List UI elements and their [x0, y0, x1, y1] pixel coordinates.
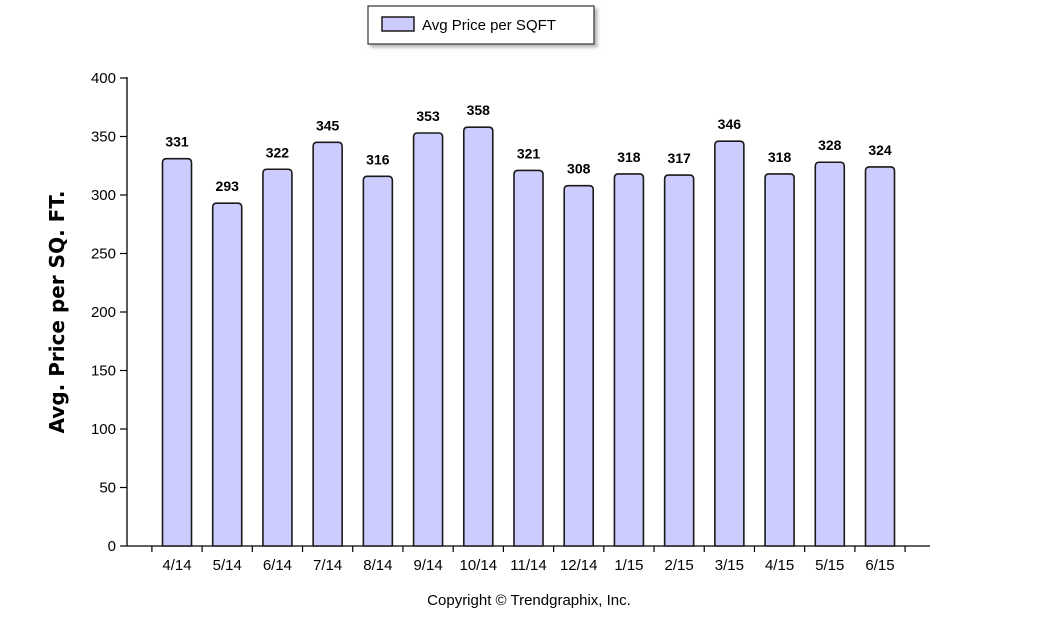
data-label: 293 [216, 178, 240, 194]
y-tick-label: 150 [91, 363, 116, 380]
data-labels: 331 293 322 345 316 353 358 321 308 318 317 346 318 3… [165, 102, 892, 194]
bar [663, 174, 695, 547]
bar [764, 173, 795, 547]
x-ticks: 4/14 5/14 6/14 7/14 8/14 9/14 10/14 11/14 12/14 1… [151, 546, 906, 574]
data-label: 328 [818, 137, 842, 153]
data-label: 318 [768, 149, 792, 165]
y-tick-label: 100 [91, 421, 116, 438]
bar [462, 126, 494, 547]
data-label: 358 [467, 102, 491, 118]
y-ticks: 0 50 100 150 200 250 300 350 400 [91, 70, 127, 555]
y-tick-label: 200 [91, 304, 116, 321]
bar [211, 202, 243, 547]
y-axis-label: Avg. Price per SQ. FT. [45, 191, 69, 434]
y-tick-label: 400 [91, 70, 116, 87]
data-label: 318 [617, 149, 641, 165]
x-tick-label: 4/14 [162, 557, 191, 574]
data-label: 346 [718, 116, 742, 132]
bar [262, 168, 293, 547]
bar [613, 173, 645, 547]
data-label: 316 [366, 151, 390, 167]
x-tick-label: 3/15 [715, 557, 744, 574]
x-tick-label: 5/14 [213, 557, 242, 574]
copyright-text: Copyright © Trendgraphix, Inc. [427, 592, 631, 609]
data-label: 321 [517, 145, 541, 161]
bar [513, 169, 544, 547]
y-tick-label: 250 [91, 246, 116, 263]
bar [814, 161, 846, 547]
bar [312, 141, 343, 547]
x-tick-label: 1/15 [614, 557, 643, 574]
x-tick-label: 11/14 [510, 557, 546, 574]
x-tick-label: 10/14 [460, 557, 498, 574]
x-tick-label: 12/14 [560, 557, 598, 574]
data-label: 331 [165, 134, 189, 150]
data-label: 317 [667, 150, 691, 166]
x-tick-label: 7/14 [313, 557, 342, 574]
bar [412, 132, 444, 547]
bar [563, 184, 595, 547]
y-tick-label: 350 [91, 129, 116, 146]
x-tick-label: 9/14 [413, 557, 442, 574]
legend: Avg Price per SQFT [367, 5, 595, 45]
y-tick-label: 50 [99, 480, 116, 497]
x-tick-label: 2/15 [665, 557, 694, 574]
data-label: 345 [316, 117, 340, 133]
y-tick-label: 300 [91, 187, 116, 204]
bar [864, 166, 896, 547]
y-tick-label: 0 [108, 538, 116, 555]
data-label: 308 [567, 161, 591, 177]
legend-swatch [381, 16, 415, 32]
data-label: 324 [868, 142, 892, 158]
bar [161, 157, 193, 547]
bar [714, 140, 745, 547]
x-tick-label: 8/14 [363, 557, 392, 574]
data-label: 322 [266, 144, 290, 160]
bars [161, 126, 896, 547]
x-tick-label: 6/14 [263, 557, 292, 574]
bar [362, 175, 394, 547]
x-tick-label: 4/15 [765, 557, 794, 574]
data-label: 353 [416, 108, 440, 124]
x-tick-label: 5/15 [815, 557, 844, 574]
x-tick-label: 6/15 [865, 557, 894, 574]
legend-label: Avg Price per SQFT [422, 17, 556, 34]
